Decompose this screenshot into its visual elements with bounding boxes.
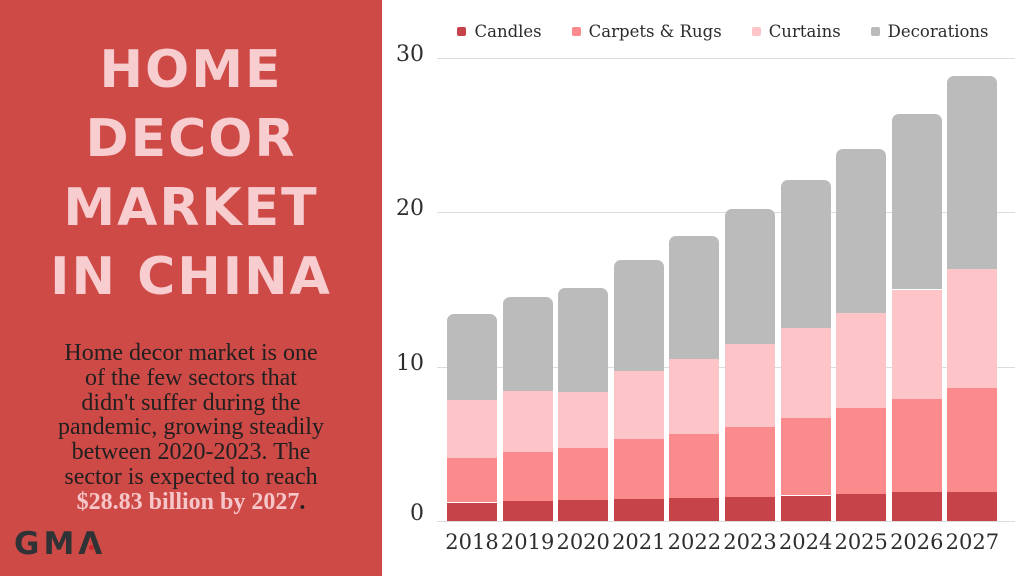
bar-segment-2018-curtains: [447, 399, 497, 458]
gridline-y30: [437, 58, 1015, 59]
legend-label: Candles: [474, 22, 542, 41]
y-axis-tick-label: 0: [410, 501, 424, 526]
bar-segment-2022-carpets-rugs: [669, 433, 720, 498]
x-axis-tick-label: 2020: [556, 530, 610, 554]
description-paragraph: Home decor market is one of the few sect…: [0, 341, 382, 515]
legend-item-3: Curtains: [751, 22, 841, 41]
bar-segment-2027-candles: [947, 491, 998, 521]
bar-segment-2021-candles: [613, 498, 664, 521]
bar-segment-2025-carpets-rugs: [836, 408, 887, 494]
logo-red-dot-icon: [89, 545, 95, 550]
bar-segment-2019-candles: [502, 500, 553, 521]
bar-segment-2023-candles: [725, 497, 775, 521]
bar-segment-2018-carpets-rugs: [447, 457, 497, 503]
y-axis-tick-label: 20: [396, 196, 424, 222]
bar-segment-2020-carpets-rugs: [558, 447, 609, 501]
bar-segment-2020-curtains: [558, 392, 609, 448]
bar-segment-2021-carpets-rugs: [613, 439, 664, 499]
x-axis-tick-label: 2023: [723, 530, 777, 554]
logo-a-glyph: Λ: [78, 526, 107, 562]
title-line-3: MARKET: [63, 178, 319, 238]
bar-segment-2023-curtains: [725, 344, 775, 427]
bar-segment-2024-curtains: [780, 328, 831, 418]
bar-segment-2027-carpets-rugs: [947, 388, 998, 492]
bar-segment-2027-curtains: [947, 269, 998, 389]
bar-segment-2021-curtains: [613, 371, 664, 440]
bar-segment-2022-curtains: [669, 359, 720, 434]
highlight-value: $28.83 billion by 2027: [76, 488, 300, 515]
bar-segment-2026-decorations: [891, 113, 942, 290]
title-line-2: DECOR: [85, 109, 297, 169]
x-axis-tick-label: 2025: [834, 530, 888, 554]
bar-segment-2020-candles: [558, 500, 609, 521]
legend-swatch-icon: [751, 27, 761, 36]
x-axis-tick-label: 2026: [890, 530, 944, 554]
bar-segment-2018-decorations: [447, 314, 497, 400]
bar-segment-2023-carpets-rugs: [725, 426, 775, 498]
bar-segment-2026-curtains: [891, 289, 942, 400]
chart-legend: Candles Carpets & Rugs Curtains Decorations: [422, 22, 1024, 41]
chart-area: Candles Carpets & Rugs Curtains Decorations…: [382, 0, 1024, 576]
legend-swatch-icon: [571, 27, 581, 36]
paragraph-line: sector is expected to reach: [64, 463, 318, 490]
paragraph-line: pandemic, growing steadily: [58, 414, 324, 441]
paragraph-line: Home decor market is one: [64, 340, 318, 366]
title-line-1: HOME: [99, 40, 283, 100]
bar-segment-2021-decorations: [613, 260, 664, 372]
x-axis-tick-label: 2019: [500, 530, 555, 554]
paragraph-line: between 2020-2023. The: [71, 439, 311, 466]
legend-item-2: Carpets & Rugs: [571, 22, 722, 41]
logo-gm-text: GM: [14, 526, 79, 562]
bar-segment-2024-carpets-rugs: [780, 417, 831, 496]
page-title: HOME DECOR MARKET IN CHINA: [0, 36, 382, 312]
bar-segment-2023-decorations: [725, 209, 775, 345]
paragraph-line: of the few sectors that: [85, 364, 297, 391]
x-axis-tick-label: 2018: [445, 530, 499, 554]
highlight-line: $28.83 billion by 2027.: [0, 488, 382, 515]
bar-segment-2024-candles: [780, 495, 831, 521]
bar-segment-2027-decorations: [947, 76, 998, 270]
gma-logo: GM Λ: [14, 526, 106, 562]
highlight-period: .: [299, 488, 306, 515]
legend-item-1: Candles: [457, 22, 542, 41]
bar-segment-2022-decorations: [669, 235, 720, 359]
bar-segment-2020-decorations: [558, 288, 609, 393]
legend-item-4: Decorations: [870, 22, 989, 41]
legend-label: Decorations: [887, 22, 989, 41]
sidebar-panel: HOME DECOR MARKET IN CHINA Home decor ma…: [0, 0, 382, 576]
y-axis-tick-label: 10: [396, 350, 424, 376]
bar-segment-2018-candles: [447, 502, 497, 521]
bar-segment-2024-decorations: [780, 179, 831, 329]
bar-segment-2025-candles: [836, 494, 887, 521]
x-axis-tick-label: 2027: [945, 530, 1000, 554]
legend-swatch-icon: [457, 27, 467, 36]
legend-swatch-icon: [870, 27, 880, 36]
bar-segment-2026-carpets-rugs: [891, 399, 942, 493]
x-axis-tick-label: 2022: [667, 530, 722, 554]
gridline-y0: [437, 521, 1015, 522]
bar-segment-2025-curtains: [836, 312, 887, 409]
title-line-4: IN CHINA: [50, 247, 332, 307]
bar-segment-2022-candles: [669, 497, 720, 521]
y-axis-tick-label: 30: [396, 42, 424, 67]
bar-segment-2019-curtains: [502, 390, 553, 453]
paragraph-line: didn't suffer during the: [81, 389, 301, 416]
x-axis-tick-label: 2024: [778, 530, 833, 554]
x-axis-tick-label: 2021: [612, 530, 666, 554]
legend-label: Curtains: [768, 22, 841, 41]
bar-segment-2019-carpets-rugs: [502, 452, 553, 501]
bar-segment-2026-candles: [891, 492, 942, 521]
bar-segment-2019-decorations: [502, 297, 553, 391]
bar-segment-2025-decorations: [836, 149, 887, 313]
legend-label: Carpets & Rugs: [588, 22, 722, 41]
